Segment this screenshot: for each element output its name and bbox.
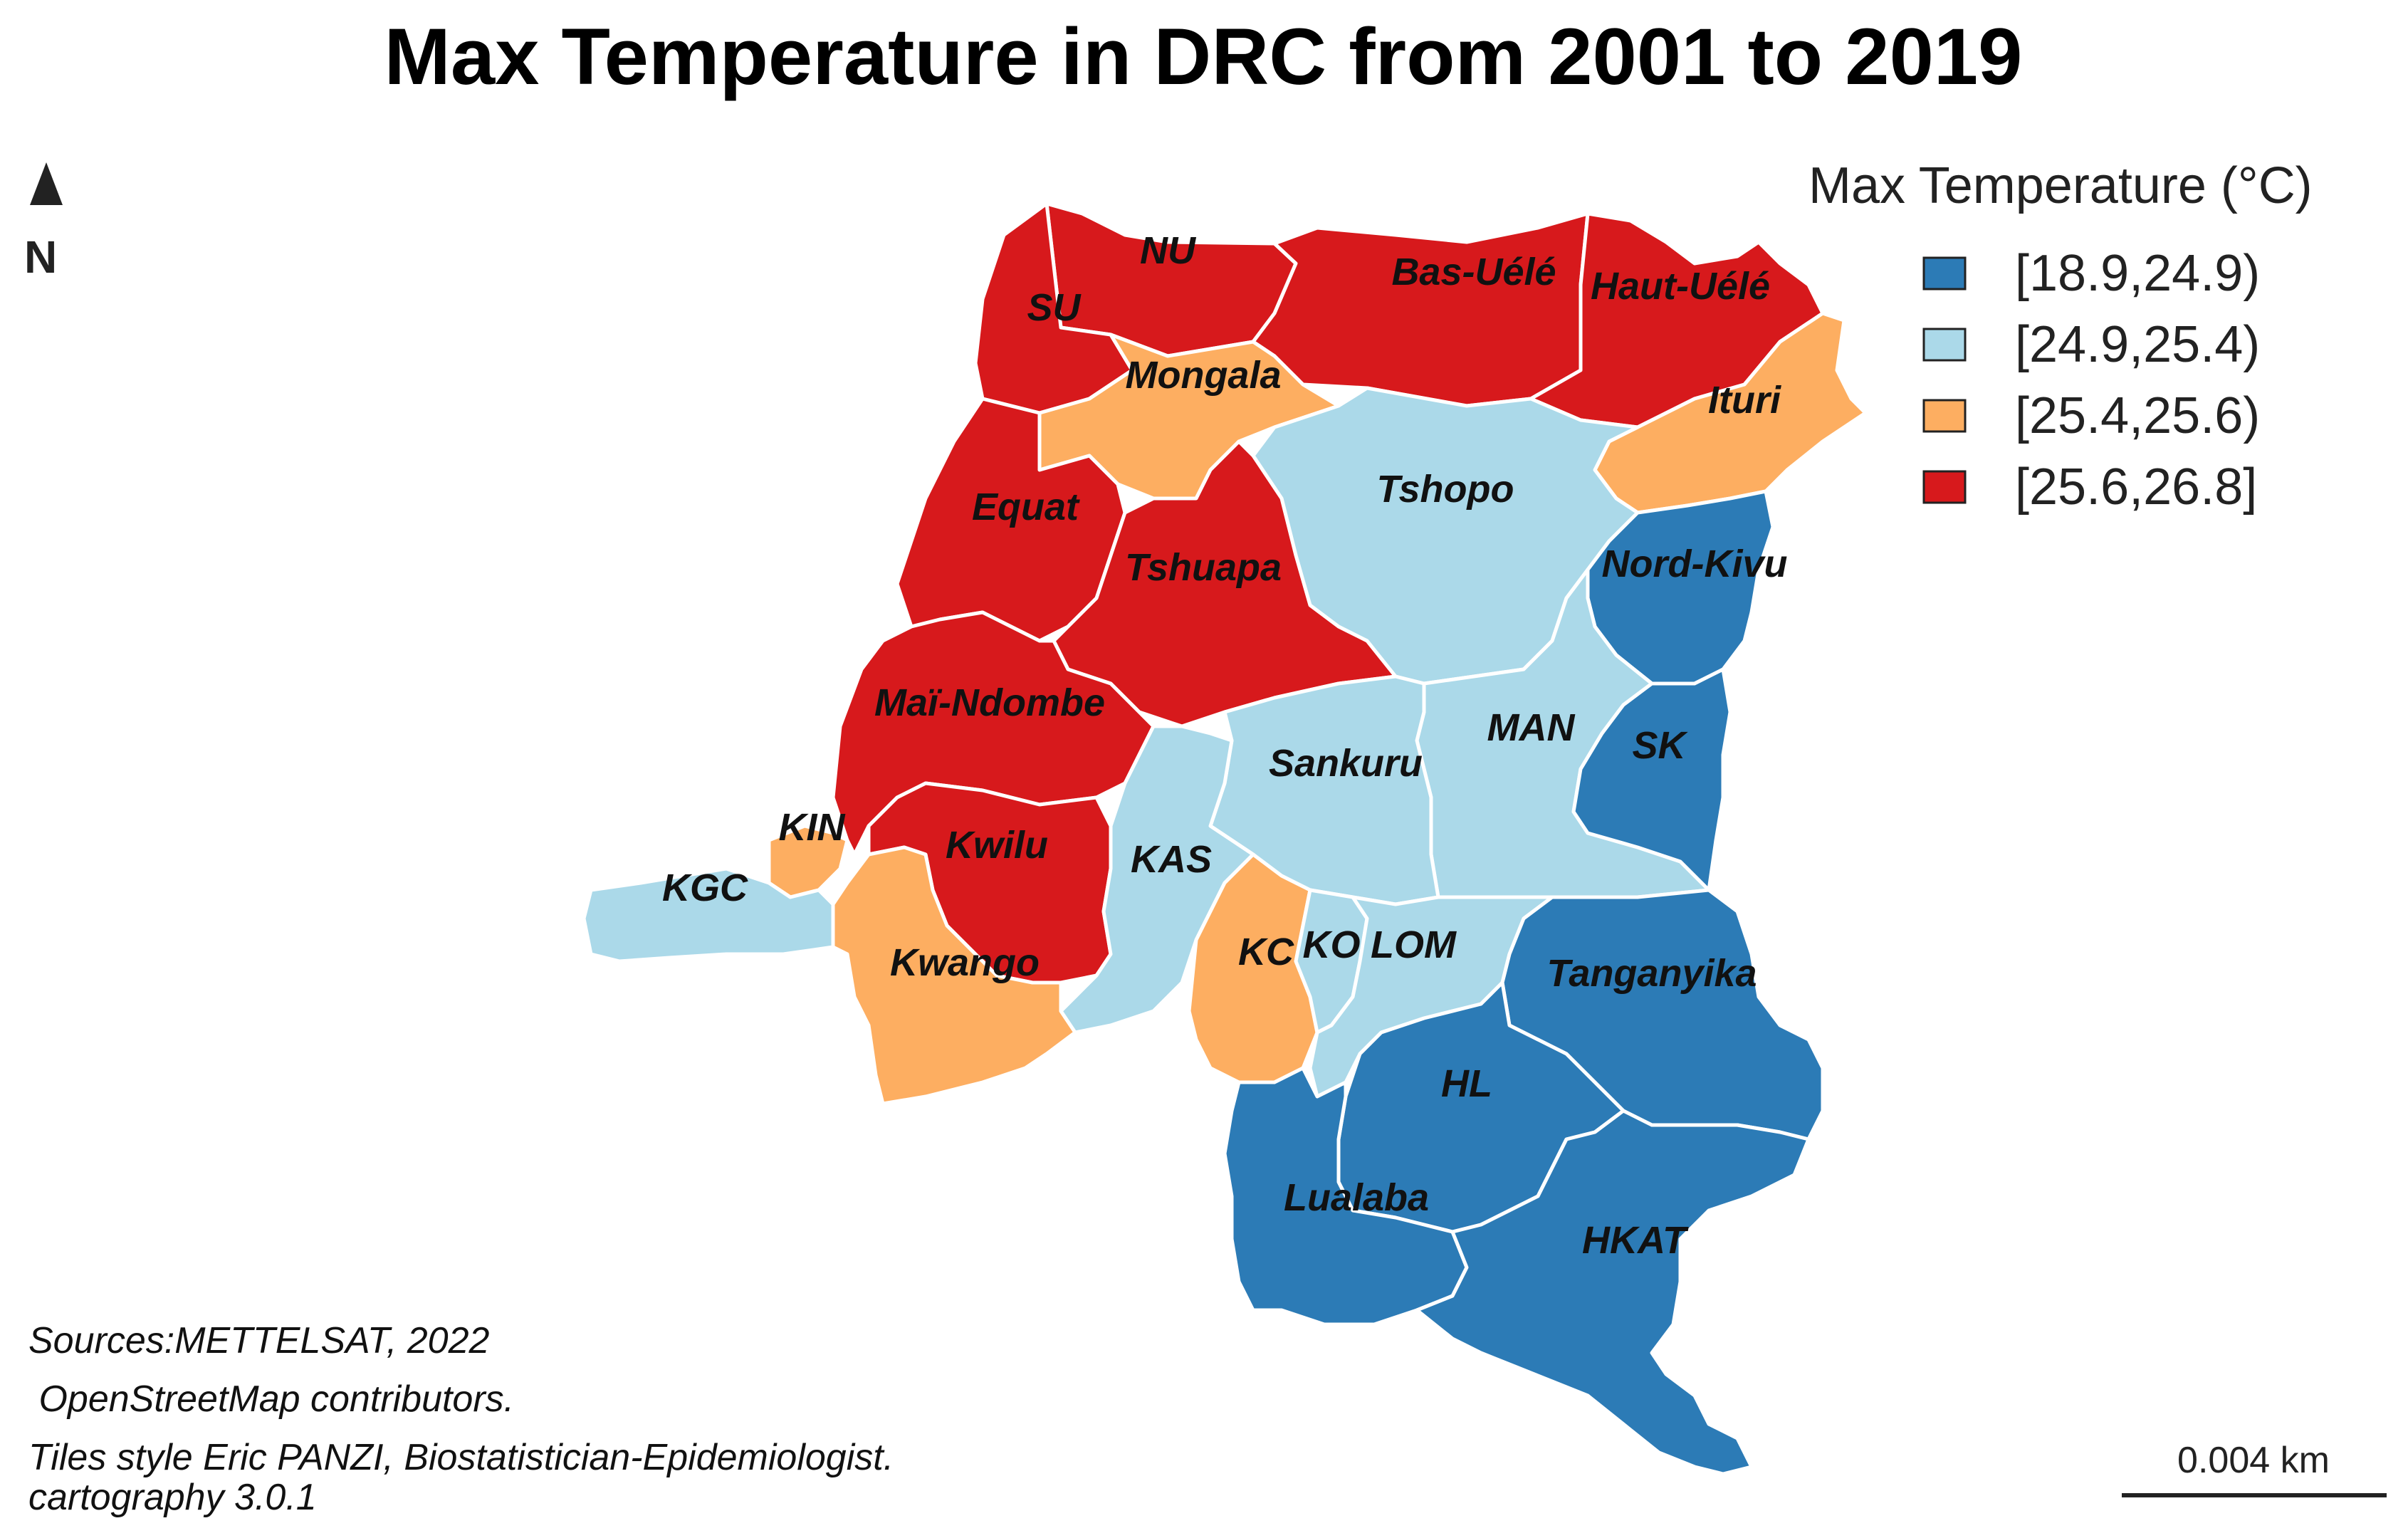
legend-swatch xyxy=(1922,328,1967,362)
region-label-kin: KIN xyxy=(779,806,846,849)
region-label-nord-kivu: Nord-Kivu xyxy=(1602,543,1788,585)
region-label-kc: KC xyxy=(1238,931,1294,973)
credit-line: Tiles style Eric PANZI, Biostatistician-… xyxy=(28,1437,894,1478)
region-bas-uele xyxy=(1251,211,1590,408)
region-label-sankuru: Sankuru xyxy=(1269,742,1423,785)
region-label-tshuapa: Tshuapa xyxy=(1125,546,1282,589)
region-label-bas-uele: Bas-Uélé xyxy=(1391,251,1556,293)
region-label-kwango: Kwango xyxy=(890,941,1040,984)
legend-swatch xyxy=(1922,470,1967,504)
legend-swatch xyxy=(1922,256,1967,291)
legend-swatch xyxy=(1922,399,1967,433)
legend-label: [24.9,25.4) xyxy=(2015,316,2260,373)
region-label-man: MAN xyxy=(1487,706,1576,749)
legend-label: [25.4,25.6) xyxy=(2015,387,2260,444)
region-label-tshopo: Tshopo xyxy=(1377,468,1514,511)
region-kwango xyxy=(831,845,1077,1106)
legend-item: [25.6,26.8] xyxy=(1922,459,2257,516)
legend-label: [25.6,26.8] xyxy=(2015,459,2257,516)
legend-item: [25.4,25.6) xyxy=(1922,387,2260,444)
region-label-sk: SK xyxy=(1632,724,1688,767)
region-label-haut-uele: Haut-Uélé xyxy=(1591,265,1770,308)
region-label-mongala: Mongala xyxy=(1125,354,1281,397)
north-arrow: N xyxy=(24,162,63,283)
region-label-kwilu: Kwilu xyxy=(946,824,1048,867)
region-label-equat: Equat xyxy=(972,486,1080,528)
region-label-lualaba: Lualaba xyxy=(1284,1176,1429,1219)
legend-title: Max Temperature (°C) xyxy=(1808,157,2313,214)
region-label-kas: KAS xyxy=(1131,838,1212,881)
region-label-ko: KO xyxy=(1303,924,1361,966)
legend-item: [24.9,25.4) xyxy=(1922,316,2260,373)
region-polygons xyxy=(582,202,1868,1476)
legend-label: [18.9,24.9) xyxy=(2015,245,2260,302)
legend: Max Temperature (°C) [18.9,24.9) [24.9,2… xyxy=(1808,157,2313,516)
north-arrow-icon xyxy=(30,162,63,205)
scale-bar: 0.004 km xyxy=(2122,1440,2387,1497)
region-label-ituri: Ituri xyxy=(1708,379,1781,422)
north-arrow-label: N xyxy=(24,231,57,283)
map-title: Max Temperature in DRC from 2001 to 2019 xyxy=(384,12,2023,101)
region-equat xyxy=(895,397,1127,643)
credit-line: OpenStreetMap contributors. xyxy=(28,1379,514,1420)
region-label-hl: HL xyxy=(1441,1062,1492,1105)
region-sk xyxy=(1571,667,1732,892)
map-credits: Sources:METTELSAT, 2022 OpenStreetMap co… xyxy=(28,1320,894,1518)
legend-item: [18.9,24.9) xyxy=(1922,245,2260,302)
region-labels: NU SU Bas-Uélé Haut-Uélé Mongala Ituri E… xyxy=(662,229,1788,1262)
region-kas xyxy=(1059,724,1255,1035)
region-label-nu: NU xyxy=(1140,229,1197,272)
region-label-su: SU xyxy=(1027,286,1082,329)
scale-bar-label: 0.004 km xyxy=(2177,1440,2330,1481)
region-label-mai-ndombe: Maï-Ndombe xyxy=(874,681,1105,724)
region-hkat xyxy=(1415,1109,1811,1476)
region-label-kgc: KGC xyxy=(662,867,748,909)
region-label-lom: LOM xyxy=(1371,924,1457,966)
credit-line: cartography 3.0.1 xyxy=(28,1477,317,1518)
region-label-hkat: HKAT xyxy=(1582,1219,1689,1262)
credit-line: Sources:METTELSAT, 2022 xyxy=(28,1320,489,1361)
region-label-tanganyika: Tanganyika xyxy=(1546,952,1757,995)
